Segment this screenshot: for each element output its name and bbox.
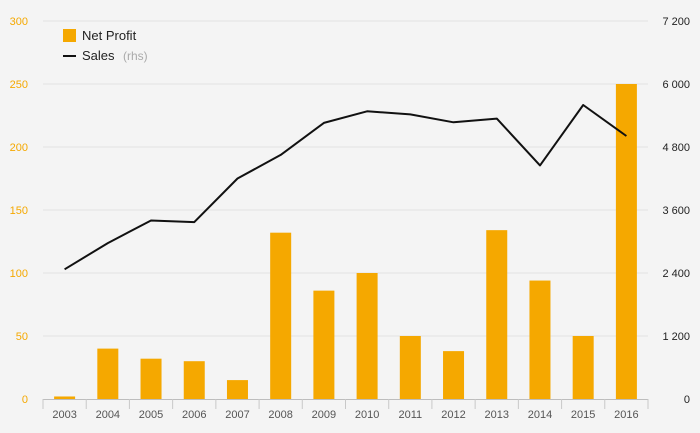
bar-net-profit-2012 — [443, 351, 465, 399]
x-tick-label: 2013 — [485, 409, 509, 421]
x-tick-label: 2008 — [268, 409, 292, 421]
y-left-tick-label: 300 — [10, 16, 28, 28]
y-right-tick-label: 2 400 — [662, 268, 690, 280]
bar-net-profit-2013 — [486, 230, 508, 399]
y-left-tick-label: 150 — [10, 205, 28, 217]
y-right-tick-label: 1 200 — [662, 331, 690, 343]
bar-net-profit-2005 — [140, 358, 162, 399]
x-axis: 2003 2004 2005 2006 2007 2008 2009 2010 2011 2012… — [42, 399, 649, 421]
y-axis-left: 0 50 100 150 200 250 300 — [10, 16, 28, 406]
y-right-tick-label: 0 — [684, 394, 690, 406]
y-axis-right: 0 1 200 2 400 3 600 4 800 6 000 7 200 — [662, 16, 690, 406]
y-right-tick-label: 4 800 — [662, 142, 690, 154]
bar-net-profit-2010 — [356, 273, 378, 399]
legend-label-sales: Sales (rhs) — [82, 47, 148, 64]
legend: Net Profit Sales (rhs) — [63, 28, 148, 64]
x-tick-label: 2010 — [355, 409, 379, 421]
y-left-tick-label: 100 — [10, 268, 28, 280]
x-tick-label: 2004 — [96, 409, 120, 421]
x-tick-label: 2009 — [312, 409, 336, 421]
legend-swatch-net-profit — [63, 29, 76, 42]
bar-net-profit-2004 — [97, 348, 119, 399]
bar-net-profit-2006 — [183, 361, 205, 399]
x-tick-label: 2015 — [571, 409, 595, 421]
x-tick-label: 2012 — [441, 409, 465, 421]
x-tick-label: 2006 — [182, 409, 206, 421]
line-series-sales — [64, 104, 627, 271]
y-right-tick-label: 6 000 — [662, 79, 690, 91]
bar-series-net-profit — [54, 84, 637, 399]
y-left-tick-label: 50 — [16, 331, 28, 343]
y-left-tick-label: 200 — [10, 142, 28, 154]
bar-net-profit-2014 — [529, 280, 551, 399]
bar-net-profit-2008 — [270, 232, 292, 399]
legend-label-net-profit: Net Profit — [82, 28, 137, 43]
legend-label-sales-name: Sales — [82, 48, 115, 63]
bar-net-profit-2007 — [226, 380, 248, 399]
x-tick-label: 2005 — [139, 409, 163, 421]
x-tick-label: 2011 — [398, 409, 422, 421]
x-tick-label: 2016 — [614, 409, 638, 421]
y-left-tick-label: 0 — [22, 394, 28, 406]
bar-net-profit-2009 — [313, 290, 335, 399]
x-tick-label: 2014 — [528, 409, 552, 421]
y-right-tick-label: 3 600 — [662, 205, 690, 217]
x-tick-label: 2003 — [52, 409, 76, 421]
bar-net-profit-2015 — [572, 336, 594, 399]
y-right-tick-label: 7 200 — [662, 16, 690, 28]
bar-net-profit-2003 — [54, 396, 76, 399]
bar-net-profit-2011 — [399, 336, 421, 399]
legend-label-sales-suffix: (rhs) — [123, 49, 148, 63]
grid-lines — [43, 20, 648, 337]
x-tick-label: 2007 — [225, 409, 249, 421]
bar-net-profit-2016 — [615, 84, 637, 399]
y-left-tick-label: 250 — [10, 79, 28, 91]
